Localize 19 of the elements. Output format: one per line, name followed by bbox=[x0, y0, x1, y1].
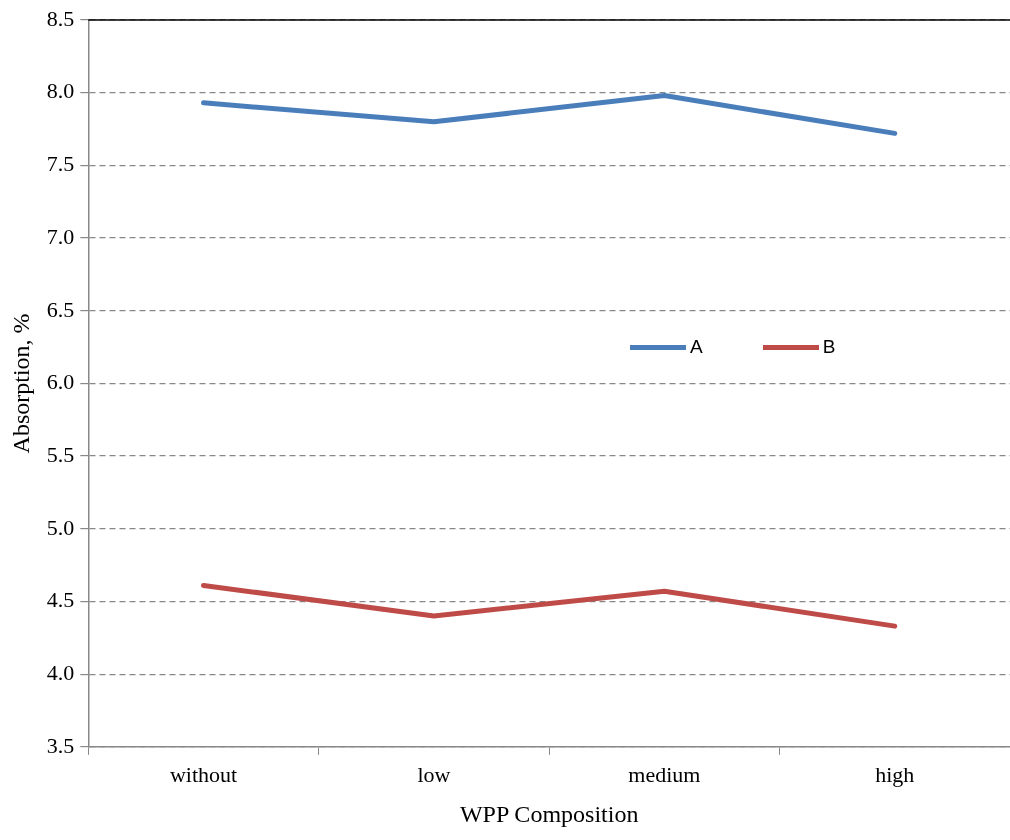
x-tick-label: medium bbox=[628, 761, 701, 787]
x-tick-label: high bbox=[875, 761, 915, 787]
y-tick-label: 8.0 bbox=[46, 78, 75, 104]
y-tick-label: 4.0 bbox=[46, 659, 75, 685]
y-tick-label: 7.5 bbox=[46, 151, 75, 177]
y-tick-label: 6.0 bbox=[46, 369, 75, 395]
legend-label: B bbox=[822, 336, 836, 358]
x-tick-label: low bbox=[417, 761, 451, 787]
y-tick-label: 7.0 bbox=[46, 223, 75, 249]
x-axis-title: WPP Composition bbox=[459, 800, 639, 827]
y-tick-label: 3.5 bbox=[46, 732, 75, 758]
y-axis-title: Absorption, % bbox=[7, 313, 34, 454]
legend-label: A bbox=[690, 336, 703, 358]
y-tick-label: 4.5 bbox=[46, 587, 75, 613]
y-tick-label: 5.0 bbox=[46, 514, 75, 540]
y-tick-label: 6.5 bbox=[46, 296, 75, 322]
y-tick-label: 8.5 bbox=[46, 5, 75, 31]
x-tick-label: without bbox=[169, 761, 238, 787]
y-tick-label: 5.5 bbox=[46, 441, 75, 467]
